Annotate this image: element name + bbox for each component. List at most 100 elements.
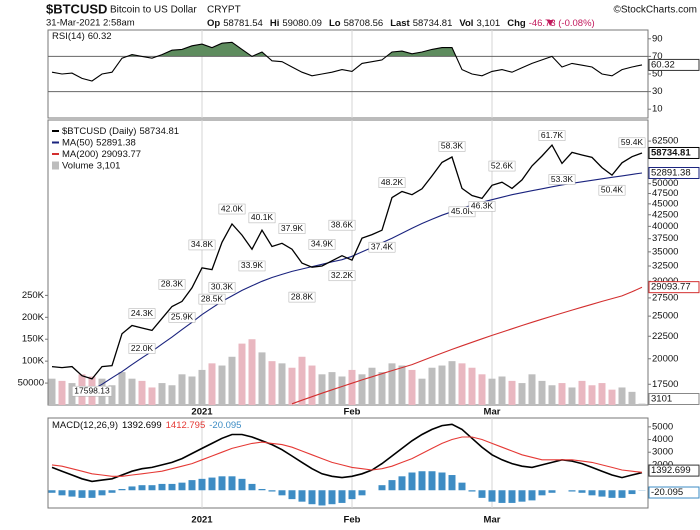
quote: Op 58781.54 Hi 59080.09 Lo 58708.56 Last 58734.… [207, 18, 595, 29]
price-label-box [248, 212, 276, 224]
y-tick-label: 35000 [652, 246, 678, 257]
x-tick-label: Feb [344, 515, 361, 526]
value-box-label: 60.32 [651, 59, 675, 70]
volume-bar [318, 374, 326, 405]
price-label: 59.4K [621, 137, 644, 147]
histogram-bar [498, 490, 506, 503]
legend-value: 3,101 [97, 160, 121, 171]
volume-bar [358, 374, 366, 405]
legend-value: 52891.38 [96, 137, 136, 148]
legend-swatch [52, 161, 59, 170]
volume-bar [478, 374, 486, 405]
histogram-bar [408, 472, 416, 491]
value-box-label: 58734.81 [651, 147, 691, 158]
histogram-bar [228, 476, 236, 491]
volume-bar [58, 380, 66, 405]
histogram-bar [48, 490, 56, 493]
histogram-bar [358, 490, 366, 496]
macd-value: 1412.795 [166, 420, 206, 431]
histogram-bar [468, 490, 476, 492]
price-label: 45.0K [451, 206, 474, 216]
price-label-box [198, 293, 226, 305]
price-label: 25.9K [171, 312, 194, 322]
volume-bar [188, 376, 196, 405]
value-box [648, 166, 700, 179]
volume-bar [338, 376, 346, 405]
quote-value: 58734.81 [413, 18, 453, 29]
price-label-box [72, 385, 112, 397]
histogram-bar [438, 472, 446, 491]
y-tick-label: 10 [652, 104, 663, 115]
volume-bar [68, 383, 76, 405]
price-label: 37.9K [281, 223, 304, 233]
rsi-value: 60.32 [88, 31, 112, 42]
price-label-box [488, 160, 516, 172]
volume-bar [118, 372, 126, 405]
y-tick-label: 150K [22, 334, 45, 345]
histogram-bar [208, 477, 216, 491]
price-label: 28.8K [291, 291, 314, 301]
y-tick-label: 47500 [652, 188, 678, 199]
value-box [648, 281, 700, 294]
price-label: 46.3K [471, 201, 494, 211]
volume-bar [398, 365, 406, 405]
volume-bar [628, 391, 636, 405]
histogram-bar [278, 490, 286, 496]
volume-bar [348, 369, 356, 405]
price-label: 37.4K [371, 241, 394, 251]
volume-bar [608, 389, 616, 405]
histogram-bar [188, 480, 196, 491]
series-line [291, 286, 643, 405]
volume-bar [408, 369, 416, 405]
exchange: CRYPT [207, 5, 241, 16]
volume-bar [108, 385, 116, 405]
price-label: 34.9K [311, 239, 334, 249]
histogram-bar [488, 490, 496, 502]
legend-name: Volume [62, 160, 94, 171]
histogram-bar [348, 490, 356, 500]
quote-value: 58708.56 [344, 18, 384, 29]
histogram-bar [388, 480, 396, 491]
price-label-box [368, 241, 396, 253]
histogram-bar [158, 483, 166, 491]
value-box [648, 393, 700, 405]
price-label-box [188, 239, 216, 251]
price-label: 24.3K [131, 308, 154, 318]
panel-frame [47, 417, 649, 509]
volume-bar [278, 363, 286, 405]
histogram-bar [178, 482, 186, 491]
volume-bar [388, 363, 396, 405]
volume-bar [128, 378, 136, 405]
histogram-bar [618, 490, 626, 498]
price-label-box [328, 270, 356, 282]
legend-name: $BTCUSD (Daily) [62, 126, 136, 137]
legend-name: MA(200) [62, 149, 98, 160]
volume-bar [148, 387, 156, 405]
price-label: 34.8K [191, 239, 214, 249]
volume-bar [458, 363, 466, 405]
price-label-box [618, 137, 646, 149]
series-line [91, 172, 643, 391]
price-label-box [308, 239, 336, 250]
y-tick-label: 90 [652, 33, 663, 44]
price-label-box [548, 174, 576, 185]
price-label-box [208, 282, 236, 293]
volume-bar [288, 367, 296, 405]
volume-bar [468, 367, 476, 405]
series-line [51, 423, 643, 483]
histogram-bar [308, 490, 316, 505]
volume-bar [508, 380, 516, 405]
price-label-box [128, 343, 156, 354]
volume-bar [228, 356, 236, 405]
price-label: 52.6K [491, 160, 514, 170]
histogram-bar [478, 490, 486, 498]
price-label: 28.3K [161, 279, 184, 289]
down-arrow [546, 20, 554, 26]
volume-bar [448, 361, 456, 405]
histogram-bar [528, 490, 536, 501]
volume-bar [428, 367, 436, 405]
price-label-box [598, 184, 626, 196]
value-box [648, 58, 700, 71]
volume-bar [178, 374, 186, 405]
rsi-name: RSI(14) [52, 31, 85, 42]
